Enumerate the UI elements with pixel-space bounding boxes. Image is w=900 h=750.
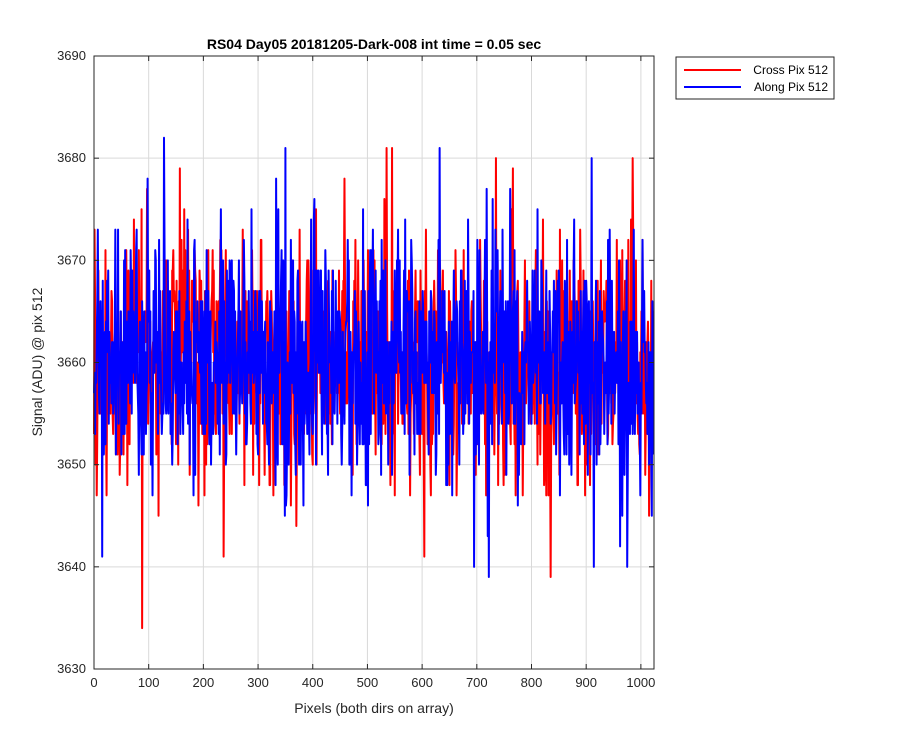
- legend: Cross Pix 512 Along Pix 512: [675, 56, 835, 100]
- x-tick-labels: 0 100 200 300 400 500 600 700 800 900 1000: [90, 675, 655, 690]
- legend-label-along: Along Pix 512: [754, 80, 828, 94]
- y-tick-label: 3630: [57, 661, 86, 676]
- x-tick-label: 0: [90, 675, 97, 690]
- legend-box: [675, 56, 835, 100]
- y-tick-labels: 3630 3640 3650 3660 3670 3680 3690: [57, 48, 86, 676]
- x-tick-label: 100: [138, 675, 160, 690]
- y-tick-label: 3680: [57, 150, 86, 165]
- y-tick-label: 3670: [57, 252, 86, 267]
- chart-title: RS04 Day05 20181205-Dark-008 int time = …: [207, 36, 541, 52]
- y-tick-label: 3690: [57, 48, 86, 63]
- legend-label-cross: Cross Pix 512: [753, 63, 828, 77]
- x-tick-label: 1000: [626, 675, 655, 690]
- y-tick-label: 3640: [57, 559, 86, 574]
- ticks: [93, 55, 654, 670]
- x-tick-label: 300: [247, 675, 269, 690]
- y-axis-title: Signal (ADU) @ pix 512: [29, 287, 45, 436]
- y-tick-label: 3650: [57, 457, 86, 472]
- x-tick-label: 500: [357, 675, 379, 690]
- x-tick-label: 600: [411, 675, 433, 690]
- series-layer: [93, 136, 655, 630]
- x-tick-label: 200: [193, 675, 215, 690]
- x-tick-label: 700: [466, 675, 488, 690]
- y-tick-label: 3660: [57, 355, 86, 370]
- series-line-along-pix-512: [93, 136, 655, 579]
- x-axis-title: Pixels (both dirs on array): [294, 700, 454, 716]
- x-tick-label: 400: [302, 675, 324, 690]
- x-tick-label: 800: [521, 675, 543, 690]
- x-tick-label: 900: [575, 675, 597, 690]
